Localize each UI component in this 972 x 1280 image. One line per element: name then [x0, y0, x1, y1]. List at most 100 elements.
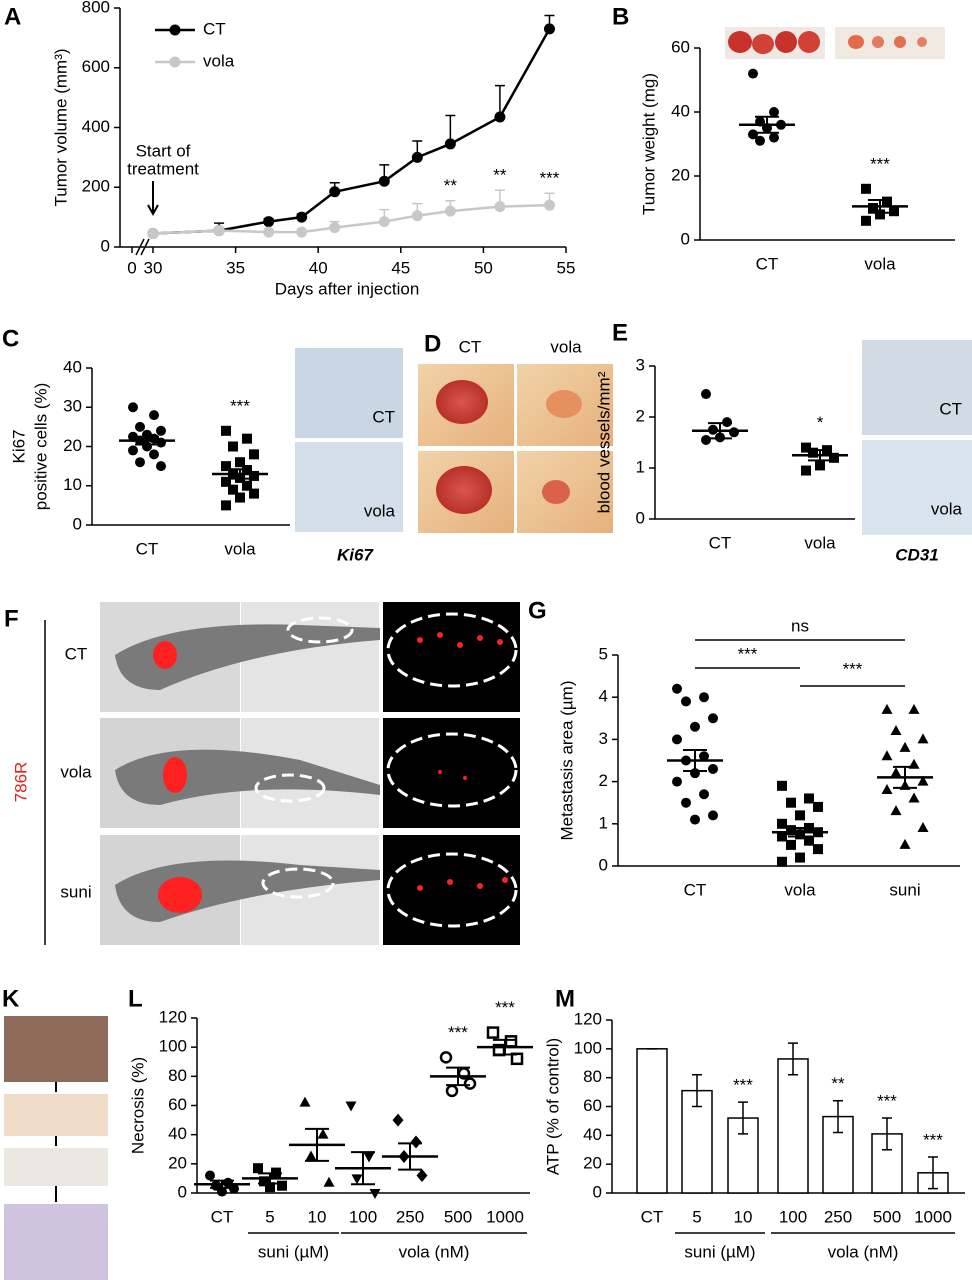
annotation: ns: [791, 616, 809, 635]
dot: [221, 476, 231, 487]
y-tick-label: 0: [681, 229, 690, 248]
panel-letter: M: [555, 985, 575, 1012]
panel-letter: K: [2, 985, 20, 1012]
y-tick-label: 60: [168, 1095, 187, 1114]
annotation: ***: [870, 154, 890, 173]
y-tick-label: 40: [671, 101, 690, 120]
dot: [708, 810, 718, 821]
dot: [701, 434, 711, 445]
y-tick-label: 80: [583, 1067, 602, 1086]
dot: [889, 206, 899, 217]
y-axis-title: Tumor weight (mg): [639, 73, 658, 215]
axis-break: [135, 238, 150, 256]
dot: [363, 1152, 375, 1163]
ihc-image: [295, 442, 403, 532]
dot: [504, 1035, 518, 1048]
annotation: *: [817, 413, 824, 432]
dot: [890, 767, 902, 778]
photo: [752, 34, 774, 54]
y-tick-label: 20: [583, 1154, 602, 1173]
dot: [813, 801, 823, 812]
point: [296, 226, 308, 238]
photo: [542, 480, 570, 504]
image-label: CT: [372, 407, 395, 426]
y-tick-label: 40: [63, 357, 82, 376]
dot: [221, 461, 231, 472]
x-tick-label: 50: [474, 258, 493, 277]
dot: [235, 492, 245, 503]
group-label: vola (nM): [399, 1242, 470, 1261]
y-tick-label: 0: [178, 1182, 187, 1201]
photo: [798, 31, 820, 53]
dot: [369, 1189, 381, 1199]
dot: [861, 183, 871, 194]
sem-bar: [683, 748, 707, 773]
dot: [881, 750, 893, 761]
image-label: vola: [931, 499, 963, 518]
row-label: vola: [60, 762, 92, 781]
dot: [786, 797, 796, 808]
point: [411, 151, 423, 163]
x-tick-label: CT: [709, 533, 732, 552]
dot: [416, 1169, 428, 1182]
dot: [881, 703, 893, 714]
series-line: [152, 203, 550, 235]
arrow: [147, 181, 159, 217]
x-tick-label: suni: [889, 880, 920, 899]
dot: [305, 1150, 317, 1161]
x-tick-label: 500: [873, 1207, 901, 1226]
point: [329, 222, 341, 234]
dot: [149, 449, 159, 460]
y-tick-label: 2: [636, 406, 645, 425]
group-label: vola (nM): [828, 1242, 899, 1261]
dot: [795, 810, 805, 821]
x-axis-title: Days after injection: [275, 279, 420, 298]
x-tick-label: vola: [864, 254, 896, 273]
y-tick-label: 800: [82, 0, 110, 16]
fish: [158, 877, 202, 913]
dot: [690, 721, 700, 732]
sem-bar: [305, 1127, 329, 1162]
dot: [882, 196, 892, 207]
photo: [894, 36, 906, 48]
dot: [156, 425, 166, 436]
y-axis-title: Ki67: [9, 429, 28, 463]
fish-image: [383, 602, 520, 712]
error-bar: [692, 1074, 702, 1108]
error-bar: [788, 1042, 798, 1076]
point: [213, 225, 225, 237]
x-tick-label: 500: [444, 1207, 472, 1226]
dot: [899, 741, 911, 752]
x-tick-label: 5: [265, 1207, 274, 1226]
y-tick-label: 4: [599, 687, 608, 706]
annotation: **: [493, 166, 507, 185]
dot: [221, 425, 231, 436]
dot: [690, 814, 700, 825]
dot: [908, 703, 920, 714]
dot: [908, 792, 920, 803]
y-axis-title: positive cells (%): [31, 383, 50, 511]
fish-image: [383, 718, 520, 828]
photo: [775, 31, 797, 53]
cell-line: 786R: [11, 762, 30, 803]
ellipses: [254, 612, 518, 928]
y-tick-label: 60: [671, 37, 690, 56]
dot: [249, 449, 259, 460]
photo: [4, 1204, 108, 1280]
y-tick-label: 120: [574, 1009, 602, 1028]
dot: [786, 839, 796, 850]
y-tick-label: 3: [599, 729, 608, 748]
dot: [221, 500, 231, 511]
dot: [135, 457, 145, 468]
point: [411, 210, 423, 222]
sem-bar: [868, 199, 892, 214]
x-tick-label: 45: [391, 258, 410, 277]
annotation: **: [444, 176, 458, 195]
annotation: ***: [843, 659, 863, 678]
x-tick-label: CT: [684, 880, 707, 899]
fish-image: [383, 835, 520, 945]
x-tick-label: 1000: [914, 1207, 952, 1226]
panel-letter: L: [128, 985, 143, 1012]
x-tick-label: 100: [779, 1207, 807, 1226]
group-label: suni (µM): [258, 1242, 329, 1261]
